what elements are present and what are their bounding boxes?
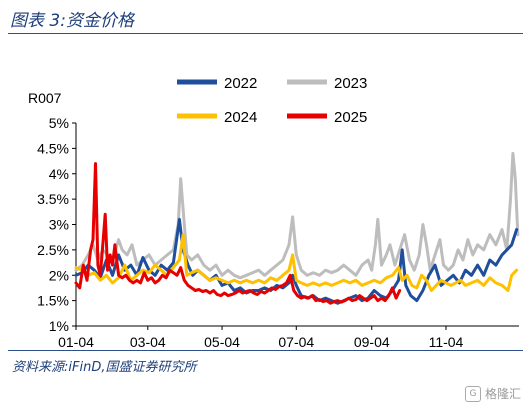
legend-label-2023: 2023 xyxy=(334,75,367,92)
legend-label-2024: 2024 xyxy=(224,109,257,126)
y-tick-label: 4% xyxy=(49,166,69,182)
y-tick-label: 5% xyxy=(49,115,69,131)
chart-series xyxy=(74,151,520,305)
header-divider xyxy=(8,33,523,34)
series-line-2024 xyxy=(74,233,519,292)
figure-title: 图表 3:资金价格 xyxy=(10,11,134,31)
series-line-2023 xyxy=(74,151,520,280)
series-line-2022 xyxy=(74,217,519,305)
y-tick-label: 1% xyxy=(49,318,69,334)
y-tick-label: 2% xyxy=(49,267,69,283)
y-tick-label: 1.5% xyxy=(37,293,69,309)
y-tick-label: 3.5% xyxy=(37,191,69,207)
y-tick-label: 2.5% xyxy=(37,242,69,258)
footer-divider xyxy=(8,350,523,351)
x-tick-label: 09-04 xyxy=(354,334,390,350)
x-tick-label: 05-04 xyxy=(204,334,240,350)
legend-label-2025: 2025 xyxy=(334,109,367,126)
y-tick-label: 3% xyxy=(49,217,69,233)
y-axis-label: R007 xyxy=(28,90,62,106)
legend-label-2022: 2022 xyxy=(224,75,257,92)
watermark-logo-icon: G xyxy=(464,385,481,402)
x-tick-label: 11-04 xyxy=(429,334,464,350)
x-tick-label: 03-04 xyxy=(130,334,166,350)
watermark-text: 格隆汇 xyxy=(484,387,521,401)
chart-legend: 2022 2023 2024 2025 xyxy=(177,75,367,126)
x-tick-label: 07-04 xyxy=(278,334,314,350)
chart-axes: R007 1% 1.5% 2% 2.5% 3% 3.5% 4% 4.5% 5% 01-04 03-04… xyxy=(28,90,519,350)
x-tick-label: 01-04 xyxy=(58,334,94,350)
source-note: 资料来源:iFinD,国盛证券研究所 xyxy=(12,360,197,375)
watermark: G 格隆汇 xyxy=(464,385,521,402)
y-tick-label: 4.5% xyxy=(37,140,69,156)
series-line-2025 xyxy=(74,162,402,305)
